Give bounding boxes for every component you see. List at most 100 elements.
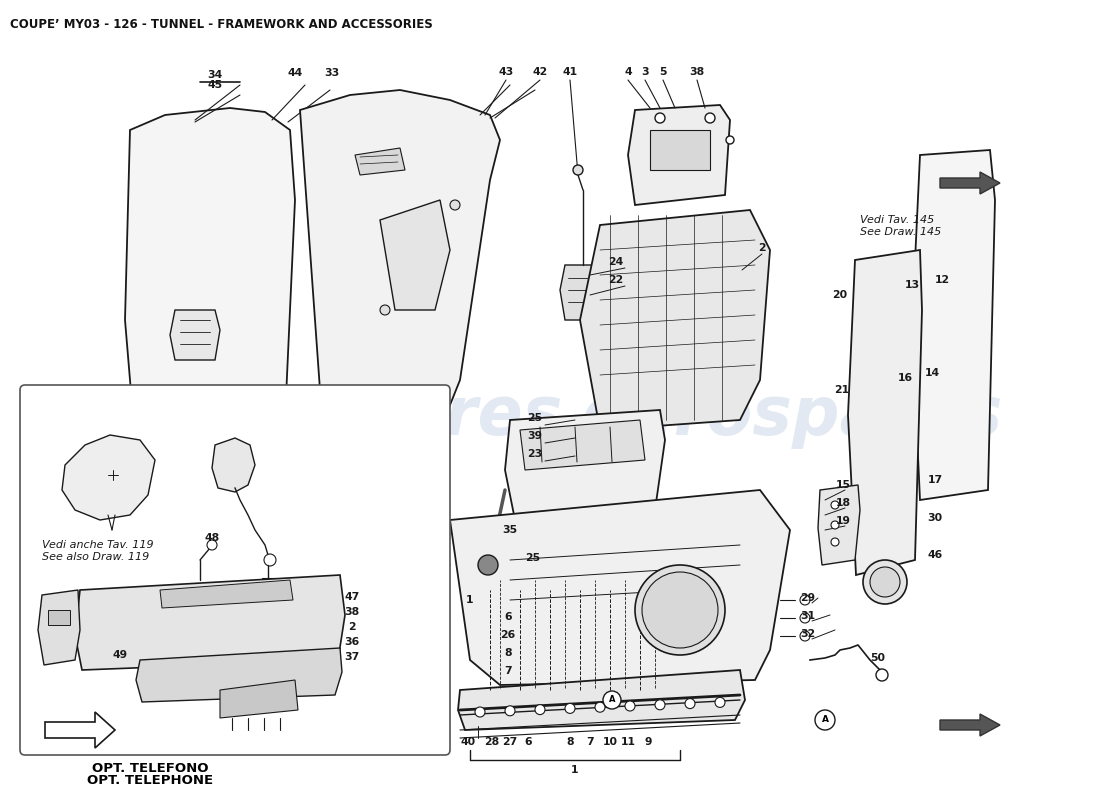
Text: Vedi anche Tav. 119
See also Draw. 119: Vedi anche Tav. 119 See also Draw. 119: [42, 540, 154, 562]
Text: 3: 3: [641, 67, 649, 77]
Text: 18: 18: [836, 498, 850, 508]
Text: A: A: [608, 695, 615, 705]
Circle shape: [726, 136, 734, 144]
Circle shape: [535, 705, 544, 714]
Text: eurospares: eurospares: [581, 383, 1003, 449]
Text: 7: 7: [586, 737, 594, 747]
Text: 32: 32: [801, 629, 815, 639]
Text: 6: 6: [504, 612, 512, 622]
Text: 26: 26: [500, 630, 516, 640]
Circle shape: [595, 702, 605, 712]
Polygon shape: [45, 712, 116, 748]
Text: 13: 13: [904, 280, 920, 290]
Text: 46: 46: [927, 550, 943, 560]
Circle shape: [705, 113, 715, 123]
Text: 49: 49: [112, 650, 128, 660]
Text: 41: 41: [562, 67, 578, 77]
Text: 15: 15: [836, 480, 850, 490]
Polygon shape: [580, 210, 770, 430]
Text: 37: 37: [344, 652, 360, 662]
Circle shape: [870, 567, 900, 597]
Circle shape: [654, 700, 666, 710]
Text: 34: 34: [208, 70, 222, 80]
Circle shape: [207, 540, 217, 550]
Polygon shape: [505, 410, 666, 520]
Text: 47: 47: [344, 592, 360, 602]
Text: 22: 22: [608, 275, 624, 285]
Text: 25: 25: [527, 413, 542, 423]
Text: 33: 33: [324, 68, 340, 78]
Text: 29: 29: [801, 593, 815, 603]
Text: 23: 23: [527, 449, 542, 459]
Text: 19: 19: [836, 516, 850, 526]
Text: OPT. TELEFONO: OPT. TELEFONO: [91, 762, 208, 775]
Text: 38: 38: [690, 67, 705, 77]
Circle shape: [715, 698, 725, 707]
Text: COUPE’ MY03 - 126 - TUNNEL - FRAMEWORK AND ACCESSORIES: COUPE’ MY03 - 126 - TUNNEL - FRAMEWORK A…: [10, 18, 432, 31]
Text: 6: 6: [525, 737, 531, 747]
Circle shape: [642, 572, 718, 648]
Text: 4: 4: [624, 67, 631, 77]
Polygon shape: [160, 580, 293, 608]
Text: OPT. TELEPHONE: OPT. TELEPHONE: [87, 774, 213, 787]
Text: 42: 42: [532, 67, 548, 77]
Polygon shape: [355, 148, 405, 175]
Text: 36: 36: [344, 637, 360, 647]
Text: 1: 1: [571, 765, 579, 775]
Circle shape: [379, 305, 390, 315]
Text: 20: 20: [833, 290, 848, 300]
Text: 12: 12: [934, 275, 949, 285]
Circle shape: [475, 707, 485, 717]
Polygon shape: [379, 200, 450, 310]
Text: 40: 40: [461, 737, 475, 747]
Text: 44: 44: [287, 68, 303, 78]
Text: 14: 14: [924, 368, 939, 378]
Polygon shape: [136, 648, 342, 702]
Circle shape: [478, 555, 498, 575]
Polygon shape: [212, 438, 255, 492]
Circle shape: [830, 521, 839, 529]
Polygon shape: [628, 105, 730, 205]
Circle shape: [800, 595, 810, 605]
Polygon shape: [458, 670, 745, 730]
Text: 8: 8: [566, 737, 574, 747]
Circle shape: [830, 538, 839, 546]
Polygon shape: [848, 250, 922, 575]
Text: 5: 5: [659, 67, 667, 77]
Text: 39: 39: [527, 431, 542, 441]
Text: 30: 30: [927, 513, 943, 523]
Text: 21: 21: [835, 385, 849, 395]
Polygon shape: [912, 150, 996, 500]
Text: 31: 31: [801, 611, 815, 621]
Polygon shape: [300, 90, 500, 530]
Text: 1: 1: [466, 595, 474, 605]
Polygon shape: [520, 420, 645, 470]
Text: 28: 28: [484, 737, 499, 747]
Circle shape: [625, 701, 635, 711]
Text: Vedi Tav. 145
See Draw. 145: Vedi Tav. 145 See Draw. 145: [860, 215, 942, 237]
Polygon shape: [450, 490, 790, 685]
Circle shape: [685, 698, 695, 709]
Circle shape: [573, 165, 583, 175]
Text: 8: 8: [504, 648, 512, 658]
Text: A: A: [822, 715, 828, 725]
Bar: [650, 130, 710, 170]
Polygon shape: [39, 590, 80, 665]
Circle shape: [654, 113, 666, 123]
Polygon shape: [170, 310, 220, 360]
Polygon shape: [940, 172, 1000, 194]
Text: 10: 10: [603, 737, 617, 747]
Circle shape: [450, 200, 460, 210]
Text: 2: 2: [758, 243, 766, 253]
Text: 27: 27: [503, 737, 518, 747]
Text: 9: 9: [645, 737, 651, 747]
Circle shape: [830, 501, 839, 509]
Polygon shape: [125, 108, 295, 545]
Circle shape: [800, 613, 810, 623]
Text: 48: 48: [205, 533, 220, 543]
Text: 25: 25: [526, 553, 540, 563]
Bar: [48, 610, 70, 625]
Circle shape: [224, 514, 236, 526]
Polygon shape: [818, 485, 860, 565]
FancyBboxPatch shape: [20, 385, 450, 755]
